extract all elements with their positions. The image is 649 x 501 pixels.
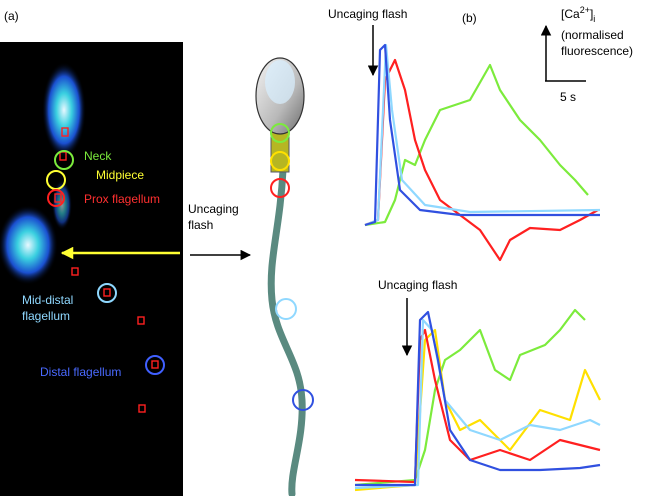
region-label: Prox flagellum	[84, 192, 160, 206]
region-label: flagellum	[22, 309, 70, 323]
region-label: Neck	[84, 149, 112, 163]
flash-label: flash	[188, 218, 213, 232]
region-label: Midpiece	[96, 168, 144, 182]
scale-label: fluorescence)	[561, 44, 633, 58]
sperm-cartoon	[255, 57, 314, 498]
scale-label-part: ]	[590, 7, 593, 21]
scale-label-part: [Ca	[561, 7, 580, 21]
scale-label: (normalised	[561, 28, 624, 42]
fluorescence-image	[0, 42, 183, 496]
panel-label: (a)	[4, 9, 19, 23]
scale-label: 5 s	[560, 90, 576, 104]
scale-bar	[540, 24, 586, 82]
scale-label-part: i	[593, 14, 595, 24]
traces-bottom	[354, 308, 601, 492]
region-label: Distal flagellum	[40, 365, 121, 379]
traces-top	[364, 43, 601, 262]
panel-label: (b)	[462, 11, 477, 25]
region-label: Mid-distal	[22, 293, 73, 307]
scale-label-part: 2+	[580, 5, 590, 15]
flash-label: Uncaging flash	[378, 278, 457, 292]
flash-label: Uncaging	[188, 202, 239, 216]
scale-label: [Ca2+]i	[561, 5, 595, 24]
flash-label: Uncaging flash	[328, 7, 407, 21]
